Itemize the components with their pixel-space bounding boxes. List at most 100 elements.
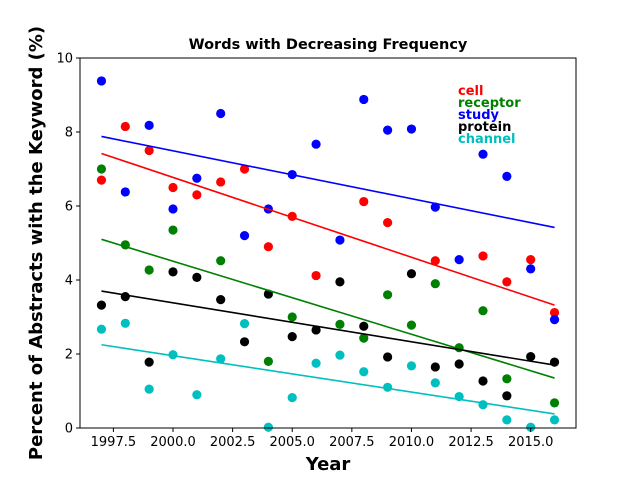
y-tick-label: 10: [56, 52, 73, 67]
point-study-2009: [383, 125, 393, 135]
point-study-1999: [144, 120, 154, 130]
point-protein-2013: [478, 376, 488, 386]
x-tick-label: 2007.5: [329, 435, 375, 450]
point-study-2002: [216, 108, 226, 119]
point-channel-2000: [168, 350, 178, 360]
point-cell-2008: [359, 196, 369, 207]
point-receptor-2002: [216, 256, 226, 266]
y-tick-label: 0: [65, 422, 73, 437]
point-protein-2007: [335, 277, 345, 287]
point-receptor-2014: [502, 374, 512, 384]
point-study-1997: [96, 76, 107, 86]
legend-item-study: study: [458, 108, 500, 123]
point-receptor-2000: [168, 225, 178, 235]
point-protein-2002: [216, 295, 226, 305]
point-protein-2006: [311, 325, 321, 335]
point-cell-1997: [96, 175, 107, 185]
y-axis: 0 2 4 6 8 10: [56, 52, 80, 437]
x-tick-label: 2000.0: [150, 435, 196, 450]
trend-line-cell: [101, 152, 555, 306]
point-channel-1999: [144, 384, 154, 394]
point-cell-2009: [383, 218, 393, 228]
trend-line-protein: [101, 290, 555, 366]
point-receptor-1999: [144, 265, 154, 275]
point-study-2011: [430, 202, 440, 212]
legend-item-channel: channel: [458, 132, 516, 147]
point-protein-2009: [383, 352, 393, 362]
point-channel-2016: [549, 415, 560, 425]
point-channel-2013: [478, 400, 488, 410]
trend-line-study: [101, 135, 555, 229]
point-channel-2007: [335, 350, 345, 360]
point-study-2013: [478, 149, 488, 159]
point-study-2008: [359, 94, 369, 105]
legend-item-receptor: receptor: [458, 96, 521, 111]
trend-line-channel: [101, 343, 555, 415]
point-cell-2002: [216, 177, 226, 187]
point-protein-1997: [96, 300, 107, 310]
plot-frame: [79, 57, 577, 429]
x-tick-label: 1997.5: [91, 435, 137, 450]
point-protein-2001: [192, 272, 202, 283]
point-protein-2008: [359, 321, 369, 331]
point-study-2015: [526, 264, 536, 274]
point-study-2010: [406, 124, 417, 134]
point-channel-2014: [502, 415, 512, 425]
point-receptor-2005: [287, 312, 297, 322]
point-receptor-2016: [549, 398, 560, 408]
point-protein-2012: [454, 359, 464, 369]
point-cell-2015: [526, 255, 536, 265]
point-study-1998: [120, 187, 130, 197]
point-cell-1999: [144, 145, 154, 156]
point-channel-2003: [239, 319, 250, 329]
point-channel-2002: [216, 354, 226, 364]
point-study-2000: [168, 204, 178, 214]
point-channel-2011: [430, 378, 440, 388]
point-protein-2014: [502, 391, 512, 401]
point-channel-2001: [192, 390, 202, 400]
y-axis-label: Percent of Abstracts with the Keyword (%…: [26, 26, 47, 460]
point-cell-2003: [239, 164, 250, 174]
point-protein-2003: [239, 337, 250, 347]
point-study-2012: [454, 255, 464, 265]
point-cell-2011: [430, 256, 440, 266]
point-protein-1998: [120, 292, 130, 302]
point-study-2006: [311, 139, 321, 149]
y-tick-label: 6: [65, 200, 73, 215]
point-channel-1998: [120, 318, 130, 328]
point-cell-2016: [549, 307, 560, 318]
point-cell-2000: [168, 182, 178, 193]
point-study-2001: [192, 173, 202, 183]
series-receptor: [96, 164, 560, 408]
point-channel-2015: [526, 422, 536, 432]
point-receptor-2011: [430, 279, 440, 289]
point-receptor-2009: [383, 290, 393, 300]
point-cell-2001: [192, 190, 202, 200]
x-tick-label: 2010.0: [389, 435, 435, 450]
point-channel-1997: [96, 324, 107, 334]
point-protein-2000: [168, 267, 178, 277]
series-study: [96, 76, 560, 325]
point-receptor-2007: [335, 319, 345, 329]
point-protein-1999: [144, 357, 154, 367]
point-protein-2010: [406, 269, 417, 279]
point-cell-2013: [478, 251, 488, 261]
point-cell-2014: [502, 277, 512, 287]
point-protein-2005: [287, 332, 297, 342]
x-axis: 1997.5 2000.0 2002.5 2005.0 2007.5 2010.0 2012…: [91, 428, 554, 450]
point-receptor-1997: [96, 164, 107, 174]
y-tick-label: 8: [65, 126, 73, 141]
x-tick-label: 2005.0: [269, 435, 315, 450]
point-receptor-2008: [359, 333, 369, 343]
point-receptor-2004: [263, 356, 273, 366]
point-channel-2010: [406, 361, 417, 371]
series-cell: [96, 121, 560, 318]
x-tick-label: 2015.0: [508, 435, 554, 450]
point-cell-2004: [263, 242, 273, 252]
point-cell-2006: [311, 270, 321, 281]
x-axis-label: Year: [305, 454, 351, 475]
point-study-2014: [502, 171, 512, 181]
point-cell-1998: [120, 121, 130, 132]
